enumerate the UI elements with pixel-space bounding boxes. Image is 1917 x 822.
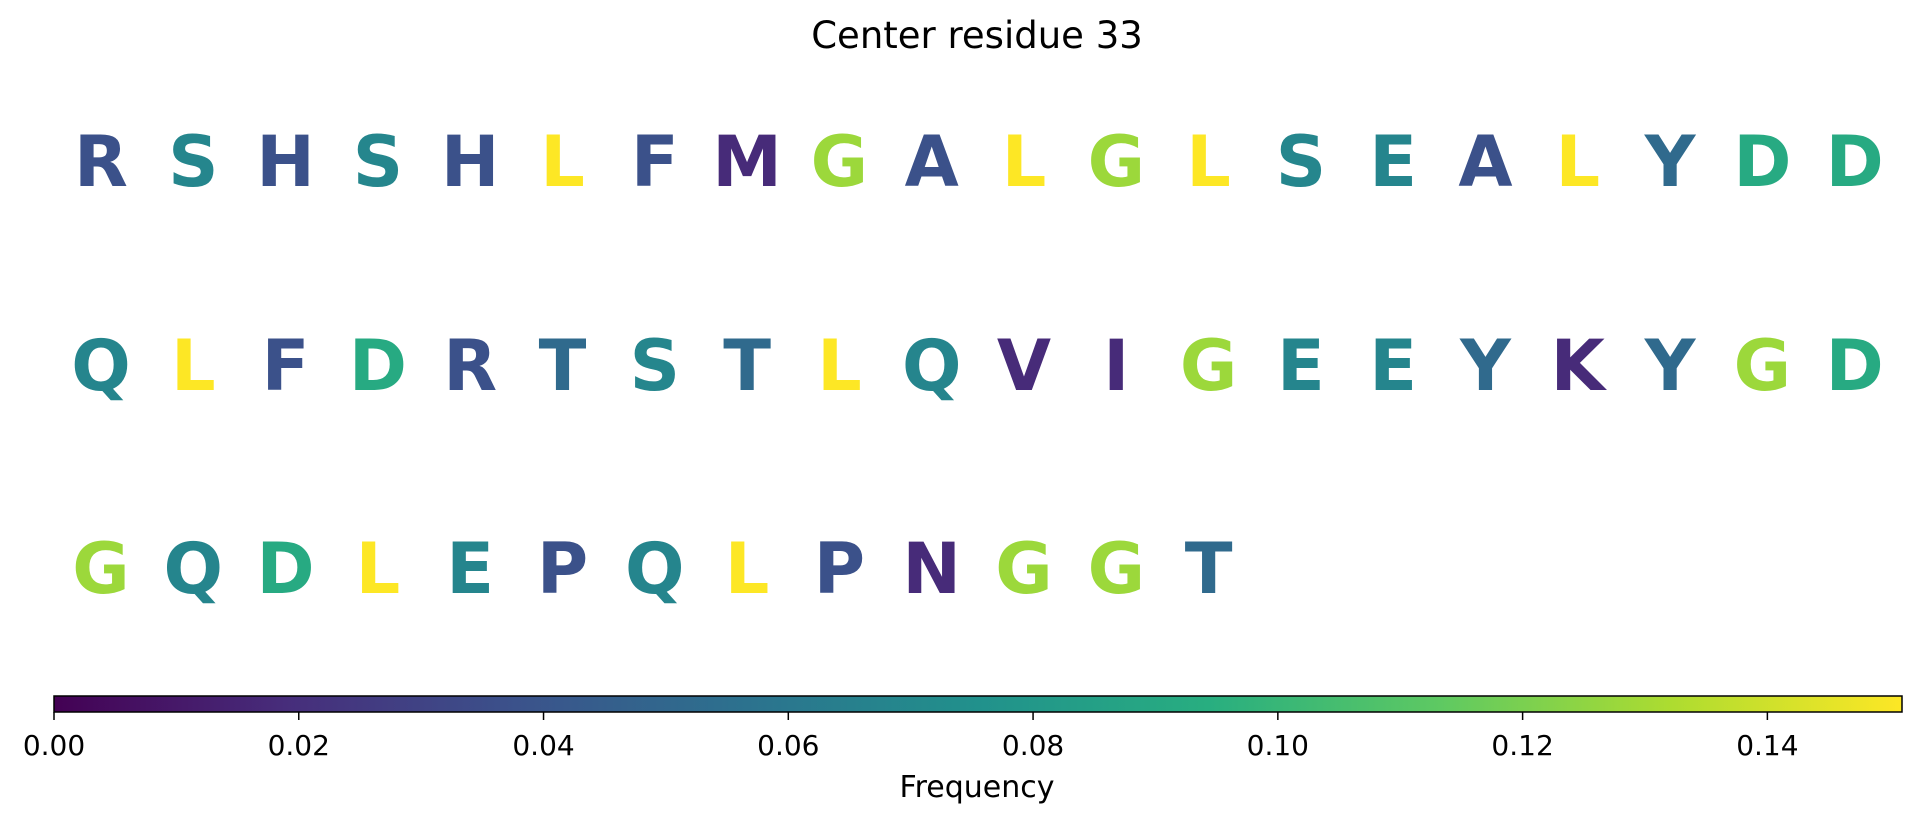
colorbar-tick-label: 0.00 bbox=[23, 729, 85, 762]
residue-letter: L bbox=[540, 121, 585, 203]
residue-letter: N bbox=[902, 528, 961, 610]
colorbar-gradient bbox=[53, 695, 1903, 713]
residue-letter: L bbox=[725, 528, 770, 610]
residue-letter: E bbox=[446, 528, 494, 610]
residue-letter: T bbox=[723, 325, 771, 407]
residue-letter: G bbox=[811, 121, 868, 203]
residue-letter: L bbox=[1555, 121, 1600, 203]
residue-letter: A bbox=[1458, 121, 1512, 203]
residue-letter: R bbox=[74, 121, 128, 203]
residue-letter: L bbox=[1002, 121, 1047, 203]
residue-letter: Q bbox=[625, 528, 685, 610]
residue-letter: E bbox=[1369, 121, 1417, 203]
colorbar-tick-label: 0.12 bbox=[1491, 729, 1553, 762]
residue-letter: S bbox=[630, 325, 680, 407]
residue-letter: S bbox=[353, 121, 403, 203]
residue-letter: D bbox=[1733, 121, 1791, 203]
colorbar-ticks: 0.00 0.02 0.04 0.06 0.08 0.10 0.12 0.14 bbox=[23, 712, 1799, 762]
colorbar-tick-label: 0.08 bbox=[1002, 729, 1064, 762]
residue-grid: R S H S H L F M G A L G L S E A L Y D DQ L F D R T S T L Q V I G E E Y K Y G D… bbox=[71, 121, 1884, 610]
residue-letter: D bbox=[1826, 325, 1884, 407]
residue-letter: D bbox=[349, 325, 407, 407]
colorbar-tick-label: 0.10 bbox=[1247, 729, 1309, 762]
residue-letter: I bbox=[1103, 325, 1129, 407]
residue-letter: K bbox=[1551, 325, 1608, 407]
residue-letter: R bbox=[443, 325, 497, 407]
colorbar-tick-label: 0.06 bbox=[757, 729, 819, 762]
residue-letter: Y bbox=[1459, 325, 1512, 407]
residue-letter: L bbox=[817, 325, 862, 407]
residue-letter: Q bbox=[71, 325, 131, 407]
residue-letter: S bbox=[168, 121, 218, 203]
residue-letter: E bbox=[1369, 325, 1417, 407]
chart-title: Center residue 33 bbox=[811, 14, 1143, 57]
residue-letter: Q bbox=[902, 325, 962, 407]
residue-letter: D bbox=[257, 528, 315, 610]
residue-letter: F bbox=[631, 121, 679, 203]
residue-letter: Q bbox=[164, 528, 224, 610]
residue-letter: L bbox=[356, 528, 401, 610]
residue-letter: D bbox=[1826, 121, 1884, 203]
residue-letter: P bbox=[537, 528, 588, 610]
colorbar-label: Frequency bbox=[900, 770, 1055, 805]
residue-letter: G bbox=[995, 528, 1052, 610]
colorbar-tick-label: 0.02 bbox=[268, 729, 330, 762]
residue-letter: G bbox=[1088, 121, 1145, 203]
residue-letter: Y bbox=[1644, 325, 1697, 407]
residue-letter: T bbox=[1185, 528, 1233, 610]
residue-letter: G bbox=[72, 528, 129, 610]
residue-letter: F bbox=[262, 325, 310, 407]
residue-letter: G bbox=[1180, 325, 1237, 407]
residue-letter: V bbox=[997, 325, 1051, 407]
residue-letter: G bbox=[1088, 528, 1145, 610]
residue-letter: H bbox=[441, 121, 500, 203]
residue-letter: L bbox=[171, 325, 216, 407]
colorbar-tick-label: 0.14 bbox=[1736, 729, 1798, 762]
residue-letter: E bbox=[1277, 325, 1325, 407]
residue-letter: H bbox=[256, 121, 315, 203]
residue-letter: M bbox=[712, 121, 782, 203]
residue-letter: G bbox=[1734, 325, 1791, 407]
colorbar-tick-label: 0.04 bbox=[512, 729, 574, 762]
residue-letter: A bbox=[905, 121, 959, 203]
residue-letter: S bbox=[1276, 121, 1326, 203]
colorbar: 0.00 0.02 0.04 0.06 0.08 0.10 0.12 0.14 Frequen… bbox=[23, 695, 1903, 805]
residue-letter: L bbox=[1186, 121, 1231, 203]
residue-letter: T bbox=[539, 325, 587, 407]
residue-letter: Y bbox=[1644, 121, 1697, 203]
residue-letter: P bbox=[814, 528, 865, 610]
